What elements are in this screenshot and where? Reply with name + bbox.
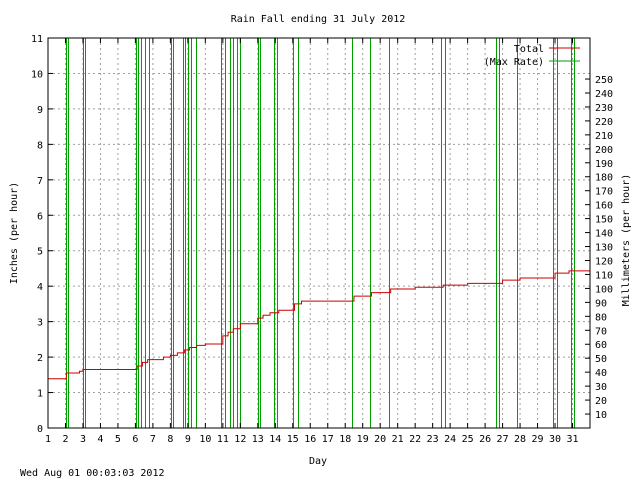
- y2-tick-label: 50: [595, 354, 607, 365]
- x-tick-label: 8: [167, 434, 173, 445]
- x-tick-label: 4: [97, 434, 103, 445]
- x-tick-label: 6: [132, 434, 138, 445]
- y2-tick-label: 70: [595, 326, 607, 337]
- x-tick-label: 31: [566, 434, 578, 445]
- y2-tick-label: 60: [595, 340, 607, 351]
- y-tick-label: 10: [31, 69, 43, 80]
- x-tick-label: 21: [392, 434, 404, 445]
- y-axis-label: Inches (per hour): [9, 182, 20, 284]
- y2-tick-label: 200: [595, 145, 613, 156]
- total-line: [48, 270, 590, 380]
- y2-tick-label: 100: [595, 284, 613, 295]
- x-tick-label: 10: [199, 434, 211, 445]
- x-tick-label: 16: [304, 434, 316, 445]
- x-tick-label: 9: [185, 434, 191, 445]
- y2-tick-label: 170: [595, 187, 613, 198]
- legend-label-max-rate: (Max Rate): [484, 57, 544, 68]
- legend: Total (Max Rate): [484, 44, 580, 68]
- y-axis-ticks: 0 1 2 3 4 5 6 7 8 9 10 11: [31, 34, 53, 435]
- x-tick-label: 11: [217, 434, 229, 445]
- x-axis-label: Day: [309, 456, 327, 467]
- y2-tick-label: 40: [595, 368, 607, 379]
- y2-tick-label: 20: [595, 396, 607, 407]
- x-tick-label: 5: [115, 434, 121, 445]
- y2-tick-label: 250: [595, 75, 613, 86]
- x-tick-label: 3: [80, 434, 86, 445]
- x-tick-label: 26: [479, 434, 491, 445]
- x-tick-label: 22: [409, 434, 421, 445]
- x-tick-label: 29: [532, 434, 544, 445]
- y2-tick-label: 10: [595, 410, 607, 421]
- y-tick-label: 1: [37, 389, 43, 400]
- total-series: [48, 270, 590, 380]
- y2-tick-label: 180: [595, 173, 613, 184]
- y2-tick-label: 210: [595, 131, 613, 142]
- y-tick-label: 9: [37, 105, 43, 116]
- x-tick-label: 14: [269, 434, 281, 445]
- x-tick-label: 18: [339, 434, 351, 445]
- y2-tick-label: 130: [595, 243, 613, 254]
- timestamp: Wed Aug 01 00:03:03 2012: [20, 468, 165, 479]
- y2-tick-label: 30: [595, 382, 607, 393]
- y2-tick-label: 140: [595, 229, 613, 240]
- y-tick-label: 4: [37, 282, 43, 293]
- x-tick-label: 2: [62, 434, 68, 445]
- x-tick-label: 13: [252, 434, 264, 445]
- y-tick-label: 2: [37, 353, 43, 364]
- x-axis-ticks: 1 2 3 4 5 6 7 8 9 10 11 12 13 14 15 16 17 18 19 20 21 22 23 24 2…: [45, 38, 579, 445]
- y-tick-label: 5: [37, 247, 43, 258]
- y2-tick-label: 220: [595, 117, 613, 128]
- x-tick-label: 7: [150, 434, 156, 445]
- x-tick-label: 25: [462, 434, 474, 445]
- y2-tick-label: 110: [595, 270, 613, 281]
- y2-tick-label: 150: [595, 215, 613, 226]
- y2-tick-label: 120: [595, 256, 613, 267]
- y2-axis-label: Millimeters (per hour): [621, 174, 632, 306]
- y-tick-label: 3: [37, 318, 43, 329]
- max-rate-series: [66, 38, 575, 428]
- y-tick-label: 8: [37, 140, 43, 151]
- x-tick-label: 15: [287, 434, 299, 445]
- x-tick-label: 19: [357, 434, 369, 445]
- y-tick-label: 7: [37, 176, 43, 187]
- x-tick-label: 27: [497, 434, 509, 445]
- x-tick-label: 24: [444, 434, 456, 445]
- x-tick-label: 20: [374, 434, 386, 445]
- x-tick-label: 12: [234, 434, 246, 445]
- y2-tick-label: 190: [595, 159, 613, 170]
- x-tick-label: 1: [45, 434, 51, 445]
- y-tick-label: 11: [31, 34, 43, 45]
- x-tick-label: 23: [427, 434, 439, 445]
- x-tick-label: 28: [514, 434, 526, 445]
- y2-tick-label: 230: [595, 103, 613, 114]
- y2-tick-label: 80: [595, 312, 607, 323]
- y2-tick-label: 90: [595, 298, 607, 309]
- x-tick-label: 30: [549, 434, 561, 445]
- y2-tick-label: 160: [595, 201, 613, 212]
- y2-axis-ticks: 10 20 30 40 50 60 70 80 90 100 110 120 130 140 150 160 1…: [585, 75, 613, 421]
- y-tick-label: 6: [37, 211, 43, 222]
- y2-tick-label: 240: [595, 89, 613, 100]
- x-tick-label: 17: [322, 434, 334, 445]
- legend-label-total: Total: [514, 44, 544, 55]
- chart-title: Rain Fall ending 31 July 2012: [231, 14, 406, 25]
- y-tick-label: 0: [37, 424, 43, 435]
